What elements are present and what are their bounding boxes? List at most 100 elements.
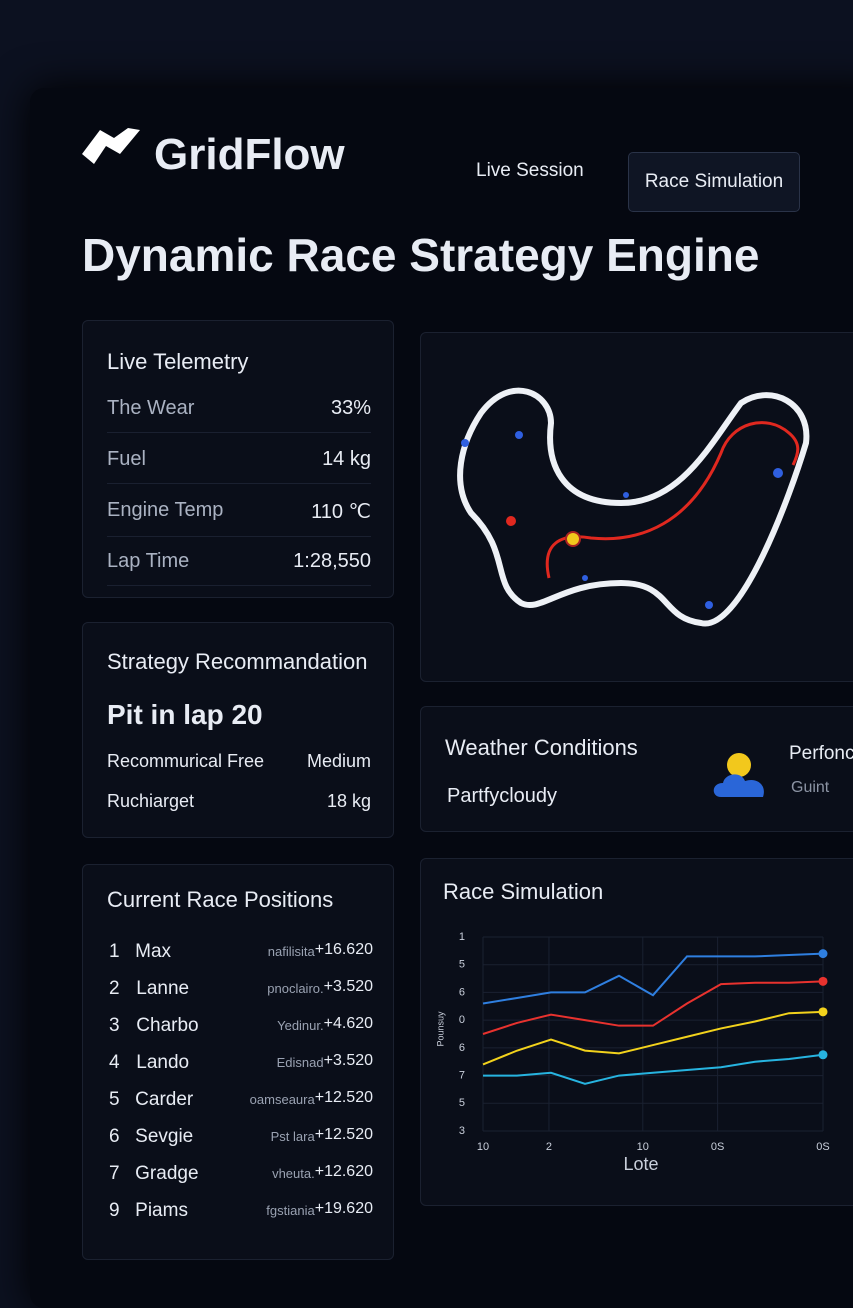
y-tick-label: 1: [459, 931, 465, 943]
x-axis-title: Lote: [623, 1154, 658, 1174]
driver: Lanne: [136, 978, 190, 999]
telemetry-row: Engine Temp 110 ℃: [107, 499, 371, 537]
y-axis-title: Pounsuy: [435, 1011, 445, 1047]
x-tick-label: 10: [477, 1141, 489, 1153]
metric-label: The Wear: [107, 397, 195, 419]
team: oamseaura: [249, 1092, 315, 1107]
logo: GridFlow: [154, 130, 345, 179]
series-line: [482, 980, 824, 1035]
telemetry-row: The Wear 33%: [107, 397, 371, 433]
telemetry-row: Fuel 14 kg: [107, 448, 371, 484]
driver: Charbo: [136, 1015, 199, 1036]
x-tick-label: 2: [546, 1141, 552, 1153]
series-line: [482, 1010, 824, 1066]
series-line: [482, 952, 824, 1005]
weather-icon: [713, 753, 764, 797]
metric-value: 110 ℃: [311, 501, 371, 523]
strategy-label: Recommurical Free: [107, 751, 265, 771]
y-tick-label: 0: [459, 1014, 465, 1026]
y-tick-label: 6: [459, 986, 465, 998]
driver: Sevgie: [135, 1126, 194, 1147]
team: Yedinur.: [277, 1018, 324, 1033]
team: nafilisita: [267, 944, 315, 959]
telemetry-card: Live Telemetry The Wear 33% Fuel 14 kg Engin…: [82, 320, 394, 598]
strategy-card: Strategy Recommandation Pit in lap 20 Re…: [82, 622, 394, 838]
metric-value: 33%: [330, 397, 371, 419]
driver: Carder: [135, 1089, 194, 1110]
strategy-value: 18 kg: [326, 791, 371, 811]
chart-title: Race Simulation: [443, 879, 603, 904]
position-row: 9 Piams fgstiania +19.620: [109, 1200, 373, 1222]
nav-tab-active[interactable]: Race Simulation: [628, 152, 800, 212]
track-map-card: [420, 332, 853, 682]
position-row: 1 Max nafilisita +16.620: [109, 941, 373, 963]
position: 4: [109, 1052, 120, 1073]
y-tick-label: 7: [459, 1069, 465, 1081]
strategy-row: Recommurical Free Medium: [107, 751, 371, 784]
gap: +12.520: [314, 1126, 373, 1143]
driver: Gradge: [135, 1163, 199, 1184]
position-row: 4 Lando Edisnad +3.520: [109, 1052, 373, 1074]
team: fgstiania: [266, 1203, 315, 1218]
metric-value: 14 kg: [322, 448, 371, 470]
x-tick-label: 0S: [711, 1141, 724, 1153]
strategy-value: Medium: [306, 751, 371, 771]
team: pnoclairo.: [267, 981, 324, 996]
metric-label: Lap Time: [107, 550, 190, 572]
weather-side-value: Guint: [791, 779, 830, 796]
y-tick-label: 5: [459, 1097, 465, 1109]
gap: +3.520: [323, 1052, 374, 1069]
position: 2: [109, 978, 120, 999]
logo-icon: [82, 128, 140, 164]
weather-condition: Partfycloudy: [447, 785, 558, 807]
page: GridFlow Live Session Race Simulation Dy…: [30, 88, 853, 1308]
driver: Piams: [135, 1200, 188, 1221]
driver: Max: [135, 941, 172, 962]
gap: +3.520: [323, 978, 374, 995]
position-row: 2 Lanne pnoclairo. +3.520: [109, 978, 373, 1000]
series-line: [483, 1053, 824, 1085]
metric-label: Fuel: [107, 448, 146, 470]
team: Pst lara: [270, 1129, 315, 1144]
positions-card: Current Race Positions 1 Max nafilisita +16…: [82, 864, 394, 1260]
race-sim-card: Race Simulation Pounsuy Lote 1 5 6 0 6 7 5 3 10 2…: [420, 858, 853, 1206]
y-tick-label: 6: [459, 1042, 465, 1054]
position: 7: [109, 1163, 120, 1184]
team: Edisnad: [276, 1055, 324, 1070]
position-row: 7 Gradge vheuta. +12.620: [109, 1163, 373, 1185]
team: vheuta.: [272, 1166, 315, 1181]
card-title: Current Race Positions: [107, 887, 334, 912]
x-tick-label: 10: [637, 1141, 649, 1153]
weather-card: Weather Conditions Partfycloudy Perfonc …: [420, 706, 853, 832]
chart: Race Simulation Pounsuy Lote 1 5 6 0 6 7 5 3 10 2…: [435, 879, 829, 1174]
position-row: 6 Sevgie Pst lara +12.520: [109, 1126, 373, 1148]
y-tick-label: 3: [459, 1125, 465, 1137]
metric-label: Engine Temp: [107, 499, 224, 521]
series-end-dot: [818, 976, 828, 986]
position: 9: [109, 1200, 120, 1221]
strategy-headline: Pit in lap 20: [107, 699, 263, 730]
gap: +4.620: [323, 1015, 374, 1032]
position-row: 3 Charbo Yedinur. +4.620: [109, 1015, 373, 1037]
page-title: Dynamic Race Strategy Engine: [82, 229, 760, 281]
strategy-row: Ruchiarget 18 kg: [107, 791, 371, 824]
gap: +16.620: [314, 941, 373, 958]
position-row: 5 Carder oamseaura +12.520: [109, 1089, 373, 1111]
gap: +12.620: [314, 1163, 373, 1180]
position: 3: [109, 1015, 120, 1036]
weather-side-title: Perfonc: [789, 743, 853, 764]
card-title: Strategy Recommandation: [107, 649, 368, 674]
card-title: Weather Conditions: [445, 735, 638, 760]
card-title: Live Telemetry: [107, 349, 249, 374]
telemetry-row: Lap Time 1:28,550: [107, 550, 371, 586]
series-end-dot: [818, 1050, 828, 1060]
nav-tab[interactable]: Live Session: [476, 160, 584, 181]
gap: +19.620: [314, 1200, 373, 1217]
x-tick-label: 0S: [816, 1141, 829, 1153]
position: 5: [109, 1089, 120, 1110]
track-map: [457, 387, 810, 627]
y-tick-label: 5: [459, 959, 465, 971]
series-end-dot: [818, 1007, 828, 1017]
metric-value: 1:28,550: [293, 550, 371, 572]
position: 1: [109, 941, 120, 962]
